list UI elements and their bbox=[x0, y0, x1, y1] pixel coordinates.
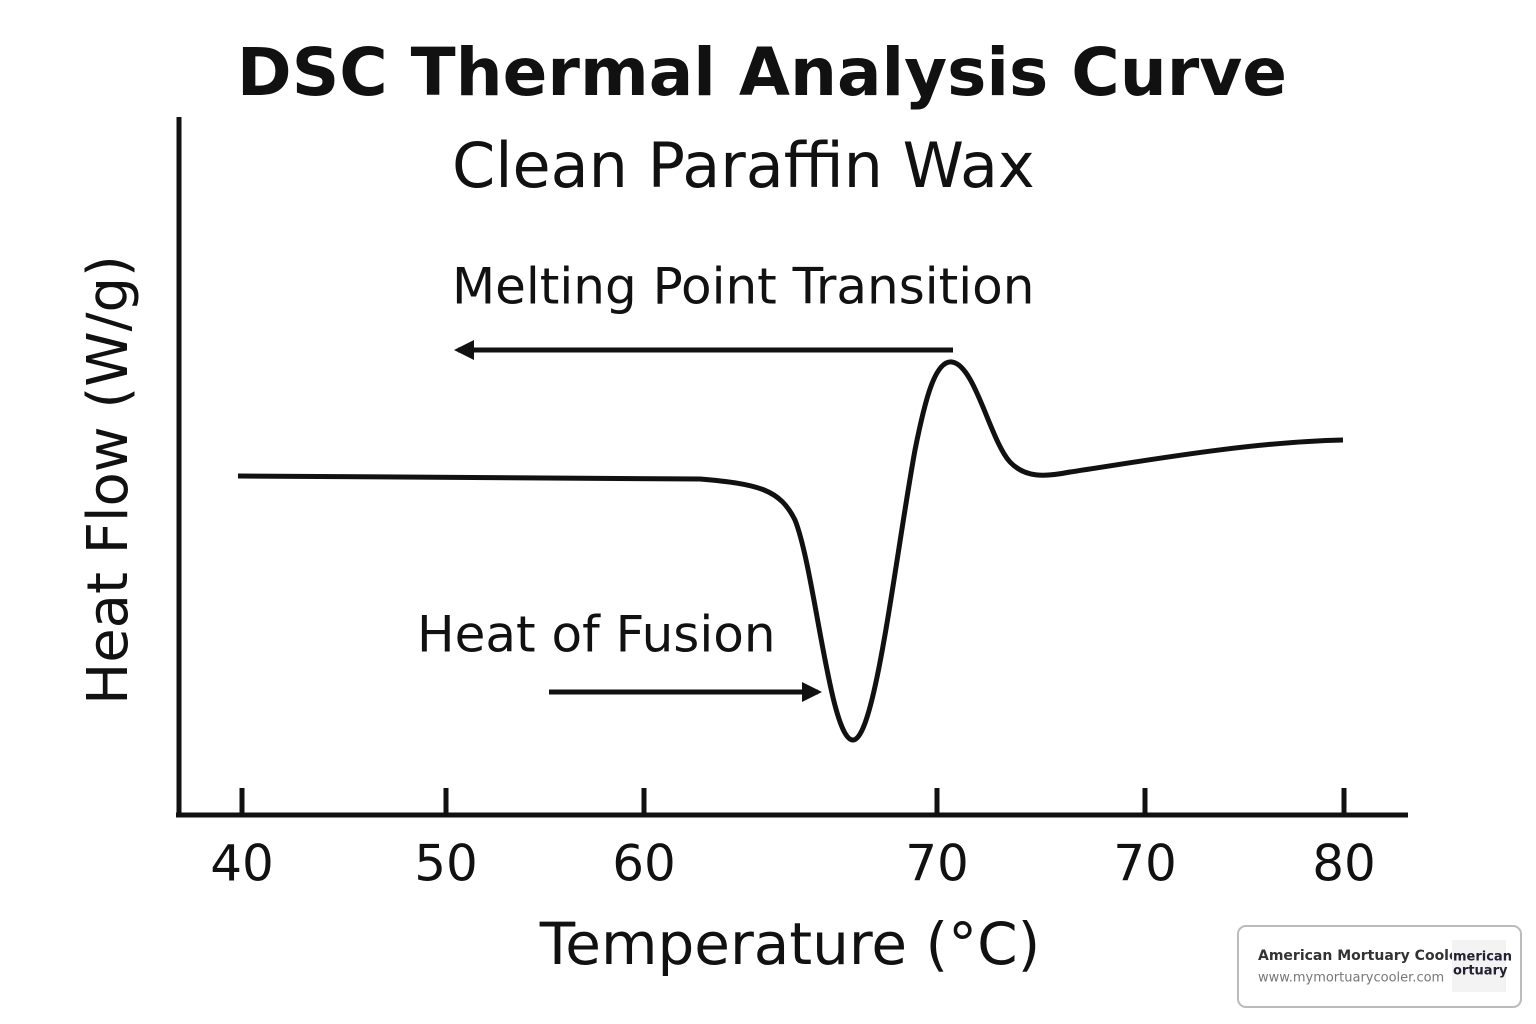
subtitle: Clean Paraffin Wax bbox=[452, 129, 1035, 202]
watermark-url: www.mymortuarycooler.com bbox=[1258, 971, 1444, 986]
title: DSC Thermal Analysis Curve bbox=[237, 34, 1287, 111]
dsc-curve bbox=[237, 359, 1344, 743]
x-axis-label: Temperature (°C) bbox=[539, 910, 1041, 978]
logo-text: ortuary bbox=[1453, 964, 1508, 979]
fusion-annotation: Heat of Fusion bbox=[417, 606, 776, 664]
watermark-logo bbox=[1452, 940, 1506, 992]
x-tick-label: 60 bbox=[612, 835, 676, 893]
y-axis-label: Heat Flow (W/g) bbox=[76, 255, 141, 705]
x-tick-label: 50 bbox=[414, 835, 478, 893]
watermark-box bbox=[1237, 925, 1522, 1008]
x-ticks: 40 50 60 70 70 80 bbox=[210, 788, 1376, 893]
x-tick-label: 40 bbox=[210, 835, 274, 893]
x-tick-label: 80 bbox=[1312, 835, 1376, 893]
x-tick-label: 70 bbox=[905, 835, 969, 893]
x-tick-label: 70 bbox=[1113, 835, 1177, 893]
logo-text: merican bbox=[1453, 950, 1512, 965]
melting-annotation: Melting Point Transition bbox=[452, 258, 1034, 316]
watermark-name: American Mortuary Coolers bbox=[1258, 948, 1474, 964]
